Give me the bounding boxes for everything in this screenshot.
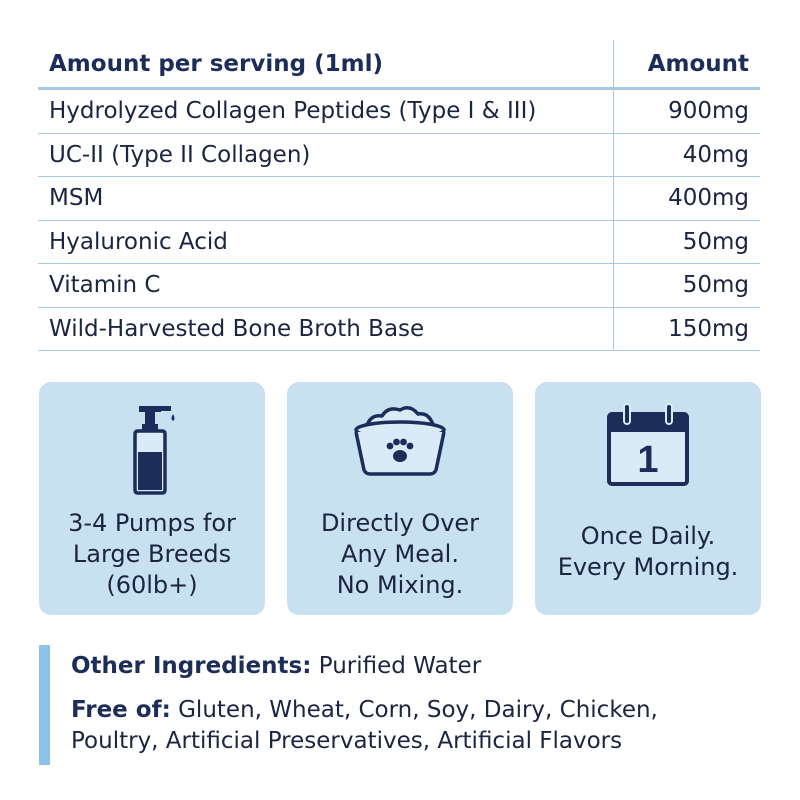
table-header-row: Amount per serving (1ml) Amount [38, 40, 760, 90]
other-ingredients-section: Other Ingredients: Purified Water Free o… [39, 645, 761, 765]
free-of-line-continued: Poultry, Artificial Preservatives, Artif… [71, 728, 623, 754]
ingredient-name: Hydrolyzed Collagen Peptides (Type I & I… [49, 98, 537, 125]
ingredient-name: Hyaluronic Acid [49, 228, 228, 255]
dosage-card: 3-4 Pumps for Large Breeds (60lb+) [39, 382, 265, 615]
table-row: Hydrolyzed Collagen Peptides (Type I & I… [38, 90, 760, 134]
other-ingredients-line: Other Ingredients: Purified Water [71, 651, 761, 682]
other-ingredients-value: Purified Water [318, 653, 482, 679]
ingredient-amount: 400mg [613, 177, 760, 220]
pump-bottle-icon [125, 400, 179, 500]
frequency-text: Once Daily. Every Morning. [557, 522, 739, 581]
ingredient-name: Vitamin C [49, 272, 161, 299]
column-header-name: Amount per serving (1ml) [49, 50, 383, 77]
calendar-day-number: 1 [637, 439, 658, 481]
nutrition-table: Amount per serving (1ml) Amount Hydrolyz… [38, 40, 760, 351]
frequency-card: 1 Once Daily. Every Morning. [535, 382, 761, 615]
free-of-line: Free of: Gluten, Wheat, Corn, Soy, Dairy… [71, 695, 761, 726]
table-row: Wild-Harvested Bone Broth Base 150mg [38, 307, 760, 351]
serving-card: Directly Over Any Meal. No Mixing. [287, 382, 513, 615]
serving-text: Directly Over Any Meal. No Mixing. [320, 509, 480, 599]
free-of-value: Gluten, Wheat, Corn, Soy, Dairy, Chicken… [178, 697, 658, 723]
ingredient-amount: 150mg [613, 307, 760, 350]
table-row: UC-II (Type II Collagen) 40mg [38, 133, 760, 177]
table-row: MSM 400mg [38, 177, 760, 221]
ingredient-name: MSM [49, 185, 104, 212]
ingredient-amount: 50mg [613, 264, 760, 307]
dosage-text: 3-4 Pumps for Large Breeds (60lb+) [68, 509, 236, 599]
ingredient-name: UC-II (Type II Collagen) [49, 141, 311, 168]
calendar-icon: 1 [605, 400, 691, 492]
table-row: Vitamin C 50mg [38, 264, 760, 308]
dog-bowl-icon [348, 400, 452, 482]
free-of-label: Free of: [71, 697, 171, 723]
other-ingredients-label: Other Ingredients: [71, 653, 312, 679]
ingredient-amount: 40mg [613, 133, 760, 176]
ingredient-amount: 900mg [613, 90, 760, 133]
column-header-amount: Amount [613, 40, 760, 87]
ingredient-name: Wild-Harvested Bone Broth Base [49, 315, 425, 342]
ingredient-amount: 50mg [613, 220, 760, 263]
table-row: Hyaluronic Acid 50mg [38, 220, 760, 264]
